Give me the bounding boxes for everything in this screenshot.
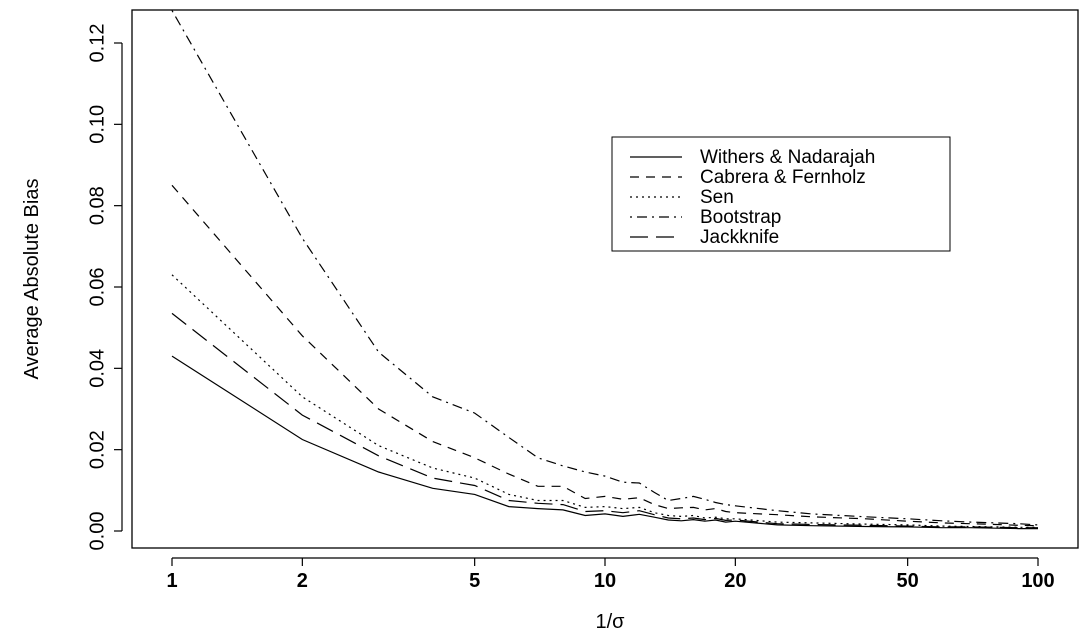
x-tick-label: 50 (897, 570, 919, 592)
series-line-bootstrap (171, 10, 1039, 526)
legend-box (611, 136, 951, 252)
legend-label: Bootstrap (700, 207, 781, 228)
plot-frame (131, 9, 1079, 549)
legend-label: Withers & Nadarajah (700, 147, 875, 168)
series-line-sen (171, 274, 1038, 528)
x-tick-label: 5 (469, 570, 480, 592)
x-axis-label: 1/σ (595, 611, 625, 633)
x-tick-label: 10 (594, 570, 616, 592)
y-axis-label: Average Absolute Bias (21, 179, 43, 380)
y-tick-label: 0.02 (86, 430, 108, 469)
series-line-cabrera-fernholz (171, 184, 1039, 527)
y-tick-label: 0.00 (86, 512, 108, 551)
y-axis: 0.00 0.02 0.04 0.06 0.08 0.10 0.12 (86, 24, 123, 551)
x-axis: 1 2 5 10 20 50 100 (166, 557, 1055, 592)
legend-label: Jackknife (700, 227, 779, 248)
x-tick-label: 1 (166, 570, 177, 592)
series-line-withers-nadarajah (171, 355, 1038, 530)
y-tick-label: 0.04 (86, 349, 108, 388)
series-layer (171, 10, 1039, 530)
y-tick-label: 0.08 (86, 186, 108, 225)
series-line-jackknife (171, 312, 1038, 529)
x-tick-label: 2 (297, 570, 308, 592)
legend-label: Sen (700, 187, 734, 208)
legend-label: Cabrera & Fernholz (700, 167, 866, 188)
x-tick-label: 100 (1021, 570, 1054, 592)
y-tick-label: 0.10 (86, 105, 108, 144)
y-tick-label: 0.06 (86, 268, 108, 307)
x-tick-label: 20 (724, 570, 746, 592)
y-tick-label: 0.12 (86, 24, 108, 63)
